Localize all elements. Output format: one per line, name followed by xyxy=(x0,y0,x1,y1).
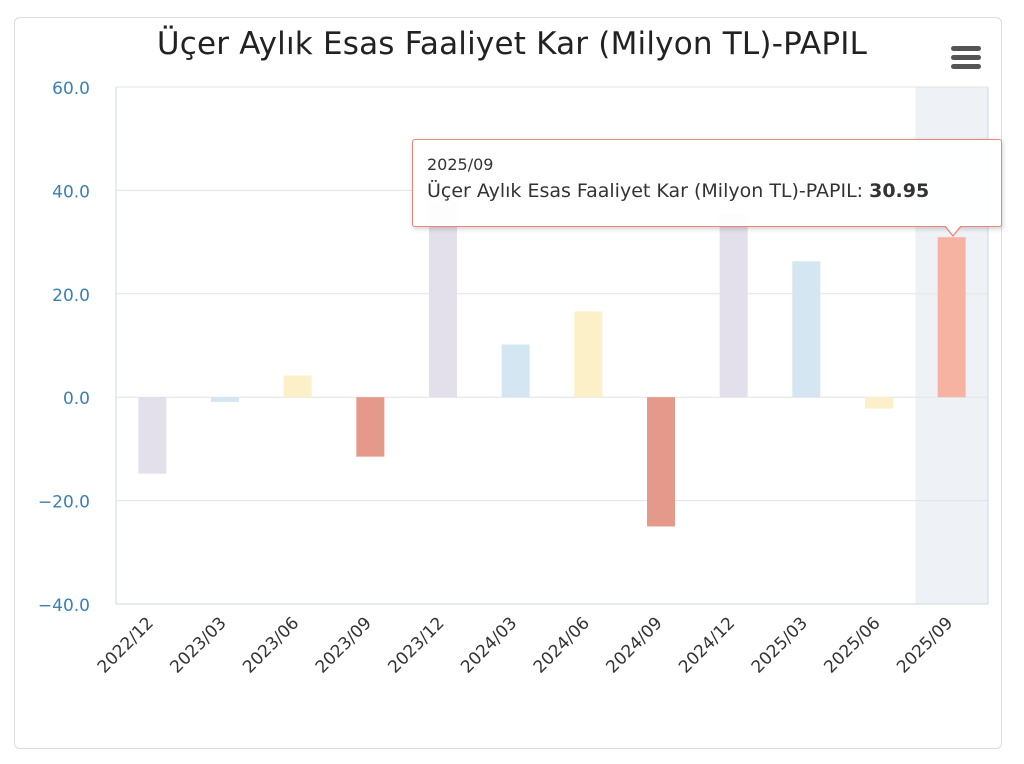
x-tick-label: 2025/03 xyxy=(748,613,812,677)
bar xyxy=(647,397,675,527)
y-tick-label: 20.0 xyxy=(52,286,90,306)
tooltip-value-line: Üçer Aylık Esas Faaliyet Kar (Milyon TL)… xyxy=(427,176,1001,206)
bar xyxy=(937,237,966,398)
y-tick-label: 0.0 xyxy=(63,389,90,409)
chart-tooltip: 2025/09 Üçer Aylık Esas Faaliyet Kar (Mi… xyxy=(412,139,1002,227)
x-tick-label: 2024/03 xyxy=(457,613,521,677)
bar xyxy=(792,261,821,398)
bar xyxy=(138,397,167,474)
y-tick-label: 60.0 xyxy=(52,79,90,99)
bar xyxy=(574,311,603,398)
x-tick-label: 2023/12 xyxy=(384,613,448,677)
bar xyxy=(356,397,385,457)
tooltip-value: 30.95 xyxy=(869,180,930,202)
tooltip-series-label: Üçer Aylık Esas Faaliyet Kar (Milyon TL)… xyxy=(427,180,870,202)
x-tick-label: 2024/09 xyxy=(602,613,666,677)
x-tick-label: 2024/06 xyxy=(530,613,594,677)
x-tick-label: 2023/09 xyxy=(312,613,376,677)
bar xyxy=(719,213,748,398)
tooltip-category: 2025/09 xyxy=(427,155,494,174)
chart-title: Üçer Aylık Esas Faaliyet Kar (Milyon TL)… xyxy=(156,26,868,62)
bar xyxy=(501,344,530,398)
y-tick-label: −40.0 xyxy=(38,596,90,616)
bar xyxy=(211,397,239,402)
x-tick-label: 2023/03 xyxy=(166,613,230,677)
x-tick-label: 2022/12 xyxy=(94,613,158,677)
bar xyxy=(865,397,893,409)
y-tick-label: 40.0 xyxy=(52,182,90,202)
hamburger-menu-icon[interactable] xyxy=(948,44,984,72)
bar xyxy=(429,200,457,398)
x-tick-label: 2024/12 xyxy=(675,613,739,677)
x-tick-label: 2025/09 xyxy=(893,613,957,677)
x-tick-label: 2025/06 xyxy=(820,613,884,677)
y-tick-label: −20.0 xyxy=(38,493,90,513)
bar xyxy=(283,375,312,398)
tooltip-arrow-inner xyxy=(945,225,961,235)
x-tick-label: 2023/06 xyxy=(239,613,303,677)
